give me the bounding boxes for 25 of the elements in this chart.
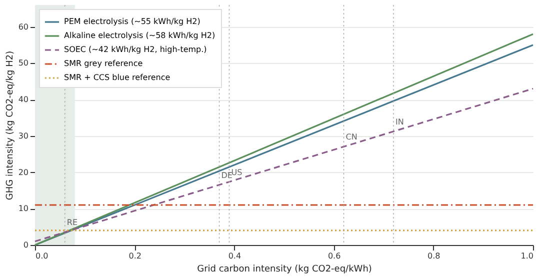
ref-line-label: US [231, 168, 242, 177]
y-tick-label: 20 [18, 168, 28, 177]
x-tick-label: 0.6 [328, 252, 341, 260]
legend-label: Alkaline electrolysis (~58 kWh/kg H2) [64, 31, 216, 40]
legend-label: SOEC (~42 kWh/kg H2, high-temp.) [64, 45, 207, 54]
x-tick-label: 0.2 [128, 252, 142, 260]
ref-line-label: CN [346, 132, 358, 142]
y-tick-label: 40 [18, 95, 28, 104]
y-tick-label: 30 [18, 131, 28, 140]
x-tick-label: 0.8 [428, 252, 440, 260]
legend-label: SMR + CCS blue reference [64, 73, 170, 82]
x-tick-label: 0.0 [36, 252, 48, 260]
ref-line-label: RE [66, 218, 78, 228]
legend-label: SMR grey reference [64, 59, 143, 68]
y-tick-label: 0 [23, 240, 28, 250]
y-tick-label: 50 [18, 58, 28, 68]
y-tick-label: 10 [18, 204, 28, 214]
ref-line-label: IN [396, 117, 404, 126]
y-tick-label: 60 [18, 22, 28, 32]
legend-label: PEM electrolysis (~55 kWh/kg H2) [64, 17, 200, 26]
x-tick-label: 0.4 [228, 252, 242, 260]
ref-line-label: DE [221, 170, 232, 180]
y-axis-title: GHG intensity (kg CO2-eq/kg H2) [5, 50, 16, 200]
x-axis-title: Grid carbon intensity (kg CO2-eq/kWh) [197, 264, 372, 274]
x-tick-label: 1.0 [520, 252, 534, 260]
